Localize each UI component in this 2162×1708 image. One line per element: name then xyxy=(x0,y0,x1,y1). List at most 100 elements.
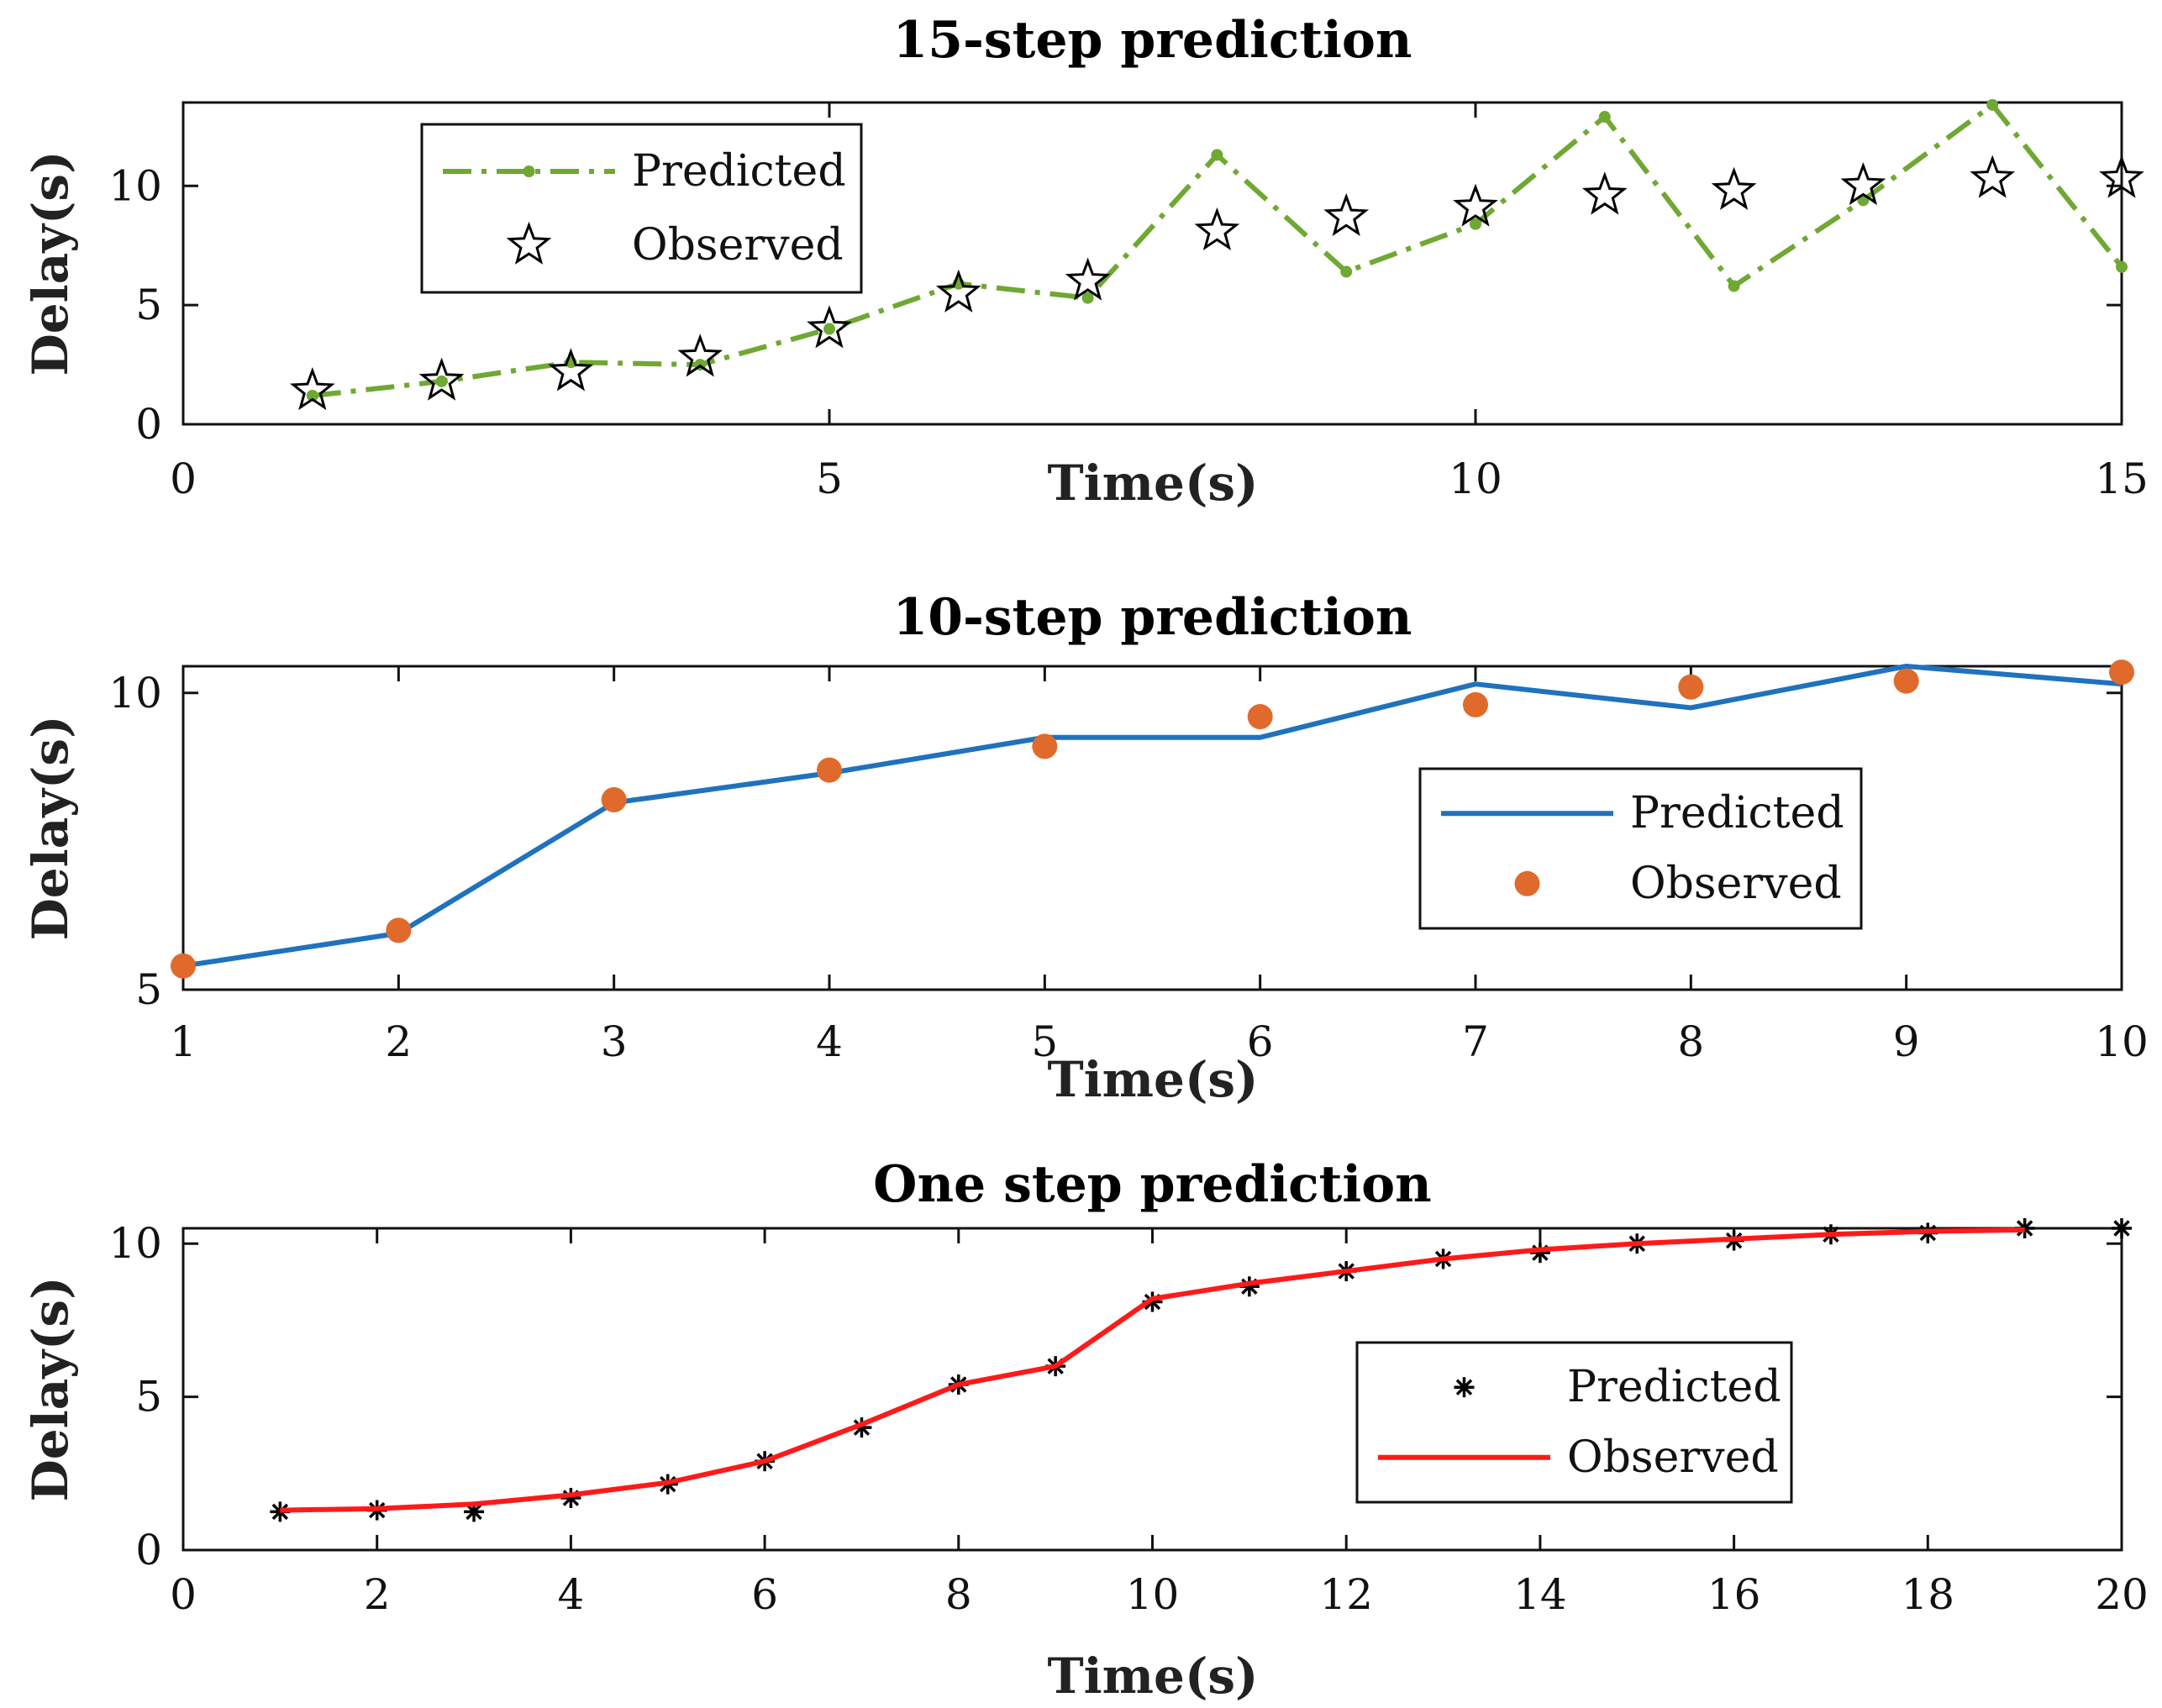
data-point-stroke xyxy=(2016,1220,2033,1237)
data-point xyxy=(601,786,627,812)
legend: Predicted Observed xyxy=(1355,1341,1793,1504)
legend-label: Predicted xyxy=(1630,788,1844,838)
x-tick-label: 0 xyxy=(170,1570,197,1619)
series-line xyxy=(182,664,2123,969)
data-point xyxy=(1728,280,1740,292)
y-tick-label: 5 xyxy=(135,965,162,1014)
x-tick-label: 10 xyxy=(2095,1017,2149,1066)
series-predicted xyxy=(182,664,2123,969)
x-tick-label: 10 xyxy=(1449,455,1502,503)
y-tick-label: 5 xyxy=(135,1373,162,1422)
chart-title: One step prediction xyxy=(873,1155,1432,1214)
x-tick-label: 6 xyxy=(1247,1017,1274,1066)
y-axis-label: Delay(s) xyxy=(22,150,79,376)
legend-swatch xyxy=(1514,870,1540,896)
y-axis-label: Delay(s) xyxy=(22,715,79,940)
legend-swatch-stroke xyxy=(1455,1379,1473,1395)
axes-box xyxy=(181,665,2123,991)
data-point xyxy=(1970,155,2016,198)
data-point xyxy=(817,757,842,783)
x-tick-label: 7 xyxy=(1462,1017,1489,1066)
y-tick-label: 5 xyxy=(135,281,162,329)
x-tick-label: 2 xyxy=(364,1570,391,1619)
chart-title: 15-step prediction xyxy=(892,11,1412,70)
data-point xyxy=(1840,162,1886,206)
x-axis-label: Time(s) xyxy=(1047,1648,1258,1705)
legend-box xyxy=(420,123,863,294)
x-tick-label: 5 xyxy=(816,455,843,503)
x-tick-label: 20 xyxy=(2095,1570,2149,1619)
legend-label: Observed xyxy=(1567,1432,1779,1483)
x-tick-label: 15 xyxy=(2095,455,2149,503)
series-observed xyxy=(280,1227,2025,1513)
data-point xyxy=(464,1501,485,1522)
data-point xyxy=(1463,691,1488,717)
data-point xyxy=(435,375,448,387)
x-tick-label: 4 xyxy=(816,1017,843,1066)
x-tick-label: 0 xyxy=(170,455,197,503)
legend-label: Predicted xyxy=(1567,1362,1781,1412)
y-tick-label: 10 xyxy=(108,1219,162,1268)
data-point xyxy=(418,357,465,401)
data-point xyxy=(306,389,318,402)
data-point xyxy=(2112,1218,2132,1238)
data-point xyxy=(1323,192,1370,237)
data-point xyxy=(1598,111,1611,124)
y-axis-label: Delay(s) xyxy=(22,1276,79,1501)
x-tick-label: 1 xyxy=(170,1017,197,1066)
y-tick-label: 10 xyxy=(108,669,162,717)
series-predicted xyxy=(270,1218,2132,1522)
data-point xyxy=(935,269,981,313)
x-tick-label: 8 xyxy=(1677,1017,1704,1066)
x-tick-label: 8 xyxy=(945,1570,972,1619)
data-point xyxy=(1081,292,1094,304)
data-point xyxy=(1032,733,1058,759)
legend-swatch-marker xyxy=(523,166,535,177)
x-tick-label: 16 xyxy=(1707,1570,1761,1619)
x-tick-label: 14 xyxy=(1513,1570,1567,1619)
legend: Predicted Observed xyxy=(1418,767,1863,930)
x-tick-label: 10 xyxy=(1126,1570,1180,1619)
data-point xyxy=(1340,265,1353,278)
data-point xyxy=(807,305,852,349)
x-axis-label: Time(s) xyxy=(1047,455,1258,512)
y-tick-label: 10 xyxy=(108,161,162,210)
data-point xyxy=(2109,660,2134,686)
x-tick-label: 3 xyxy=(601,1017,628,1066)
data-point-stroke xyxy=(2113,1220,2130,1237)
y-tick-label: 0 xyxy=(135,400,162,449)
x-tick-label: 2 xyxy=(385,1017,412,1066)
legend-label: Observed xyxy=(1630,859,1842,909)
data-point xyxy=(1453,183,1498,227)
data-point xyxy=(1247,704,1273,730)
series-observed xyxy=(171,660,2134,979)
chart-panel-2: 10-step prediction 1 2 3 4 5 6 7 8 9 10 5 10 Time(s) D… xyxy=(22,588,2149,1108)
data-point xyxy=(2099,155,2144,198)
legend-box xyxy=(1355,1341,1793,1504)
y-tick-label: 0 xyxy=(135,1526,162,1574)
data-point xyxy=(1065,257,1111,301)
data-point xyxy=(1194,207,1240,251)
legend: Predicted Observed xyxy=(420,123,863,294)
series-observed xyxy=(289,155,2144,411)
x-axis-label: Time(s) xyxy=(1047,1051,1258,1108)
legend-swatch xyxy=(1454,1377,1475,1398)
data-point xyxy=(1470,218,1481,230)
x-tick-label: 5 xyxy=(1031,1017,1058,1066)
data-point xyxy=(1711,166,1757,210)
x-tick-label: 12 xyxy=(1319,1570,1373,1619)
data-point xyxy=(823,323,835,335)
data-point-stroke xyxy=(466,1503,482,1521)
legend-label: Observed xyxy=(632,220,844,271)
data-point xyxy=(1581,171,1628,215)
data-point xyxy=(171,953,196,979)
x-tick-label: 18 xyxy=(1901,1570,1954,1619)
data-point xyxy=(1211,149,1223,161)
x-tick-label: 6 xyxy=(751,1570,778,1619)
data-point xyxy=(1986,98,1999,111)
series-predicted xyxy=(306,98,2128,402)
data-point xyxy=(2116,260,2128,273)
legend-swatch xyxy=(506,221,552,265)
x-tick-label: 9 xyxy=(1893,1017,1920,1066)
